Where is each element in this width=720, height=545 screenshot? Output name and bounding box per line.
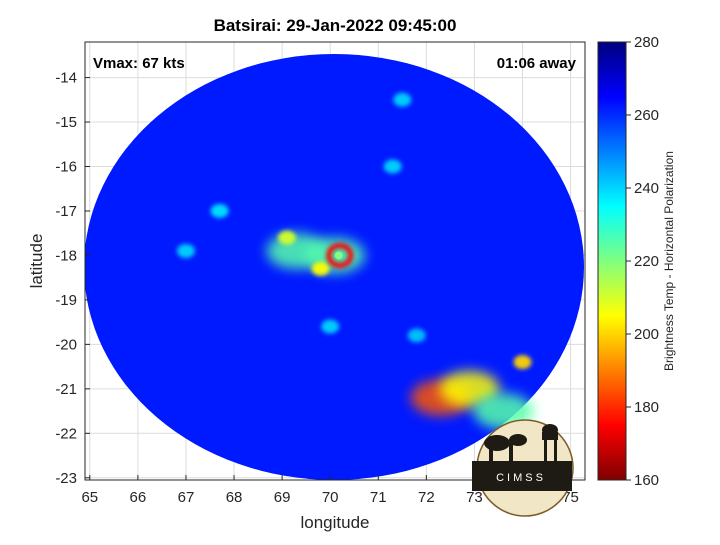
y-tick-label: -15 xyxy=(55,114,77,131)
colorbar-tick-label: 160 xyxy=(634,472,659,489)
x-tick-label: 69 xyxy=(274,489,291,506)
x-tick-label: 68 xyxy=(226,489,243,506)
y-tick-label: -22 xyxy=(55,425,77,442)
y-axis-label: latitude xyxy=(27,234,46,289)
logo-text: CIMSS xyxy=(496,472,546,484)
x-tick-label: 72 xyxy=(418,489,435,506)
colorbar-tick-label: 240 xyxy=(634,180,659,197)
x-tick-label: 73 xyxy=(466,489,483,506)
y-tick-label: -16 xyxy=(55,159,77,176)
colorbar-label: Brightness Temp - Horizontal Polarizatio… xyxy=(662,151,676,371)
feature-cell-east xyxy=(407,328,426,343)
y-tick-label: -17 xyxy=(55,203,77,220)
cimss-logo: CIMSS xyxy=(472,419,574,517)
x-tick-label: 71 xyxy=(370,489,387,506)
x-axis-label: longitude xyxy=(300,513,369,532)
x-tick-label: 70 xyxy=(322,489,339,506)
colorbar-tick-label: 260 xyxy=(634,107,659,124)
colorbar-tick-label: 280 xyxy=(634,34,659,51)
plot-frame xyxy=(84,41,586,481)
colorbar-tick-label: 180 xyxy=(634,399,659,416)
y-tick-label: -20 xyxy=(55,336,77,353)
x-tick-label: 66 xyxy=(130,489,147,506)
y-tick-label: -21 xyxy=(55,381,77,398)
feature-eye-wall xyxy=(326,242,354,268)
colorbar xyxy=(597,41,627,481)
feature-cell-south xyxy=(321,319,340,334)
feature-convection-west xyxy=(277,230,296,245)
feature-eye xyxy=(334,251,343,260)
y-tick-label: -18 xyxy=(55,247,77,264)
colorbar-tick-label: 220 xyxy=(634,253,659,270)
feature-cell-far-west xyxy=(210,203,229,218)
vmax-annotation: Vmax: 67 kts xyxy=(93,55,185,72)
y-tick-label: -14 xyxy=(55,70,77,87)
y-axis-ticks: -14 -15 -16 -17 -18 -19 -20 -21 -22 -23 xyxy=(55,70,90,487)
x-tick-label: 67 xyxy=(178,489,195,506)
y-tick-label: -23 xyxy=(55,470,77,487)
time-away-annotation: 01:06 away xyxy=(497,55,577,72)
y-tick-label: -19 xyxy=(55,292,77,309)
swath xyxy=(85,54,584,480)
feature-cell-southeast xyxy=(513,355,532,370)
colorbar-tick-label: 200 xyxy=(634,326,659,343)
swath-features xyxy=(176,92,534,430)
colorbar-ticks: 280 260 240 220 200 180 160 xyxy=(626,34,659,489)
x-tick-label: 65 xyxy=(81,489,98,506)
feature-cell-north xyxy=(383,159,402,174)
chart-title: Batsirai: 29-Jan-2022 09:45:00 xyxy=(214,16,457,35)
feature-cell-northeast xyxy=(393,92,412,107)
feature-cell-west-edge xyxy=(176,243,195,258)
feature-cell-southwest xyxy=(311,261,330,276)
